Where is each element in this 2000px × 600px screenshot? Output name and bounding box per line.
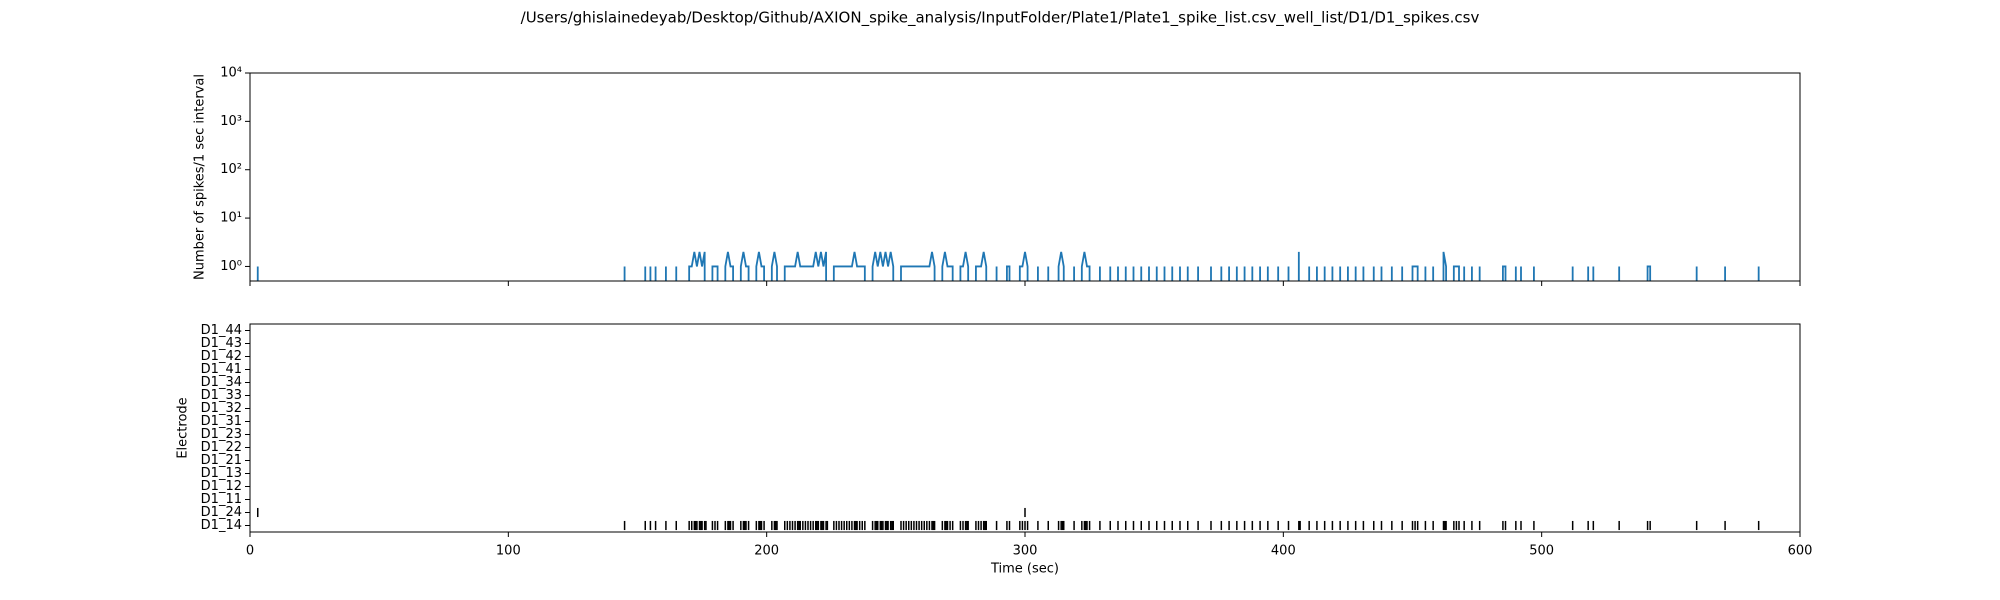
y-axis-label: Electrode: [176, 397, 191, 458]
y-tick-label: D1_41: [201, 362, 242, 377]
y-tick-label: D1_21: [201, 453, 242, 468]
figure-title: /Users/ghislainedeyab/Desktop/Github/AXI…: [521, 9, 1480, 28]
y-tick-label: D1_31: [201, 414, 242, 429]
x-tick-label: 0: [246, 544, 254, 559]
y-tick-label: D1_14: [201, 518, 242, 533]
y-tick-label: D1_44: [201, 323, 242, 338]
y-tick-label: D1_13: [201, 466, 242, 481]
x-tick-label: 600: [1788, 544, 1813, 559]
y-tick-label: D1_12: [201, 479, 242, 494]
axes-frame: [249, 72, 1801, 282]
y-tick-label: 10²: [220, 162, 242, 177]
y-tick-label: D1_11: [201, 492, 242, 507]
y-tick-label: D1_32: [201, 401, 242, 416]
y-tick-label: D1_42: [201, 349, 242, 364]
y-tick-label: 10¹: [220, 211, 242, 226]
x-tick-label: 400: [1271, 544, 1296, 559]
x-tick-label: 300: [1013, 544, 1038, 559]
y-tick-label: 10³: [220, 114, 242, 129]
x-tick-label: 500: [1529, 544, 1554, 559]
y-tick-label: D1_24: [201, 505, 242, 520]
axes-frame: [249, 323, 1801, 533]
y-tick-label: D1_43: [201, 336, 242, 351]
x-tick-label: 200: [754, 544, 779, 559]
y-tick-label: D1_33: [201, 388, 242, 403]
y-tick-label: D1_22: [201, 440, 242, 455]
y-axis-label: Number of spikes/1 sec interval: [193, 74, 208, 280]
y-tick-label: 10⁴: [220, 66, 242, 81]
x-tick-label: 100: [496, 544, 521, 559]
y-tick-label: 10⁰: [220, 259, 242, 274]
y-tick-label: D1_34: [201, 375, 242, 390]
y-tick-label: D1_23: [201, 427, 242, 442]
x-axis-label: Time (sec): [990, 562, 1059, 577]
